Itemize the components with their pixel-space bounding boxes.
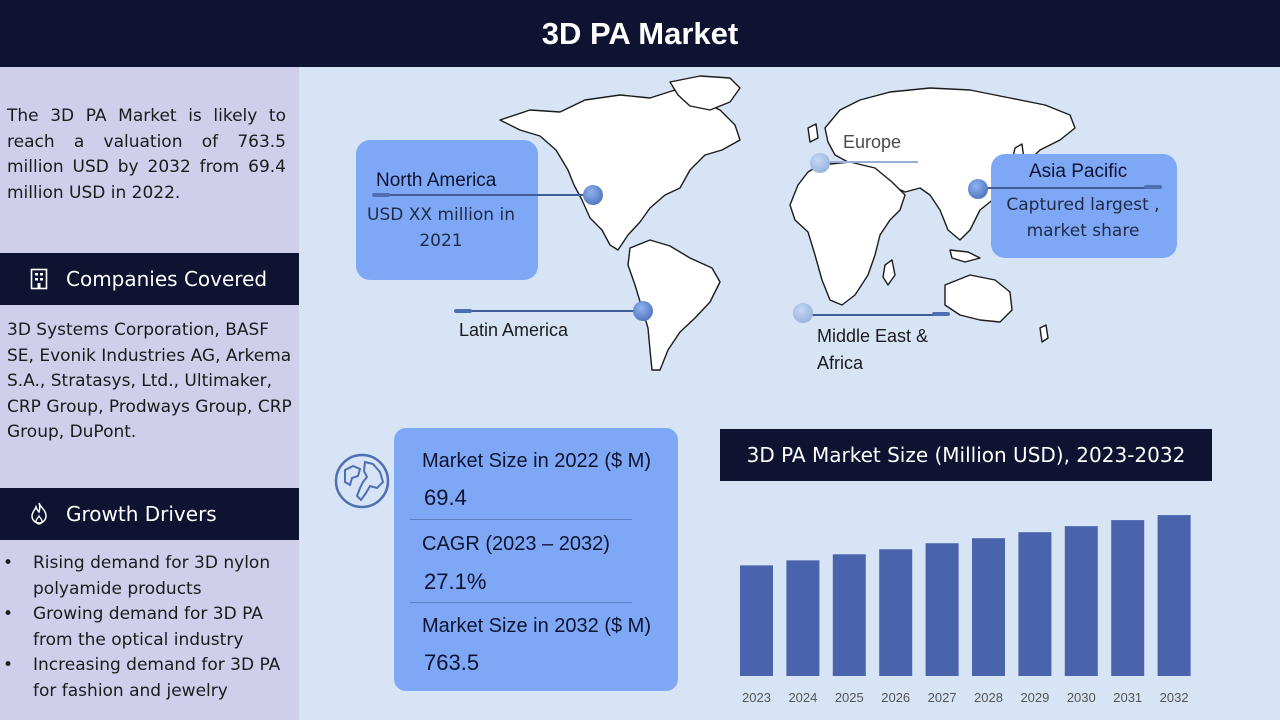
latin-america-marker (633, 301, 653, 321)
companies-header: Companies Covered (0, 253, 299, 305)
north-america-box (356, 140, 538, 280)
connector-line (458, 310, 638, 312)
x-tick-label: 2023 (742, 690, 771, 705)
market-size-2022-value: 69.4 (424, 485, 467, 510)
building-icon (28, 267, 50, 291)
x-tick-label: 2032 (1160, 690, 1189, 705)
x-tick-label: 2027 (928, 690, 957, 705)
bar-2028 (972, 538, 1005, 676)
x-tick-label: 2024 (788, 690, 817, 705)
bar-chart: 2023 2024 2025 2026 2027 2028 2029 2030 2031 2032 (740, 515, 1191, 705)
connector-line (822, 161, 918, 163)
bar-2023 (740, 565, 773, 676)
europe-title: Europe (843, 132, 902, 152)
bar-2024 (786, 560, 820, 676)
x-tick-label: 2030 (1067, 690, 1096, 705)
list-item: Increasing demand for 3D PA for fashion … (0, 653, 299, 704)
connector-line (978, 187, 1158, 189)
market-size-2022-label: Market Size in 2022 ($ M) (422, 450, 651, 472)
europe-marker (810, 153, 830, 173)
drivers-title: Growth Drivers (66, 502, 217, 526)
x-tick-label: 2029 (1020, 690, 1049, 705)
header: 3D PA Market (0, 0, 1280, 67)
bar-2030 (1064, 526, 1098, 676)
world-map (499, 75, 1076, 371)
connector-cap (932, 312, 950, 316)
x-tick-label: 2025 (835, 690, 864, 705)
x-tick-label: 2031 (1113, 690, 1142, 705)
list-item: Rising demand for 3D nylon polyamide pro… (0, 551, 299, 602)
connector-line (376, 194, 590, 196)
page-title: 3D PA Market (541, 15, 739, 51)
divider (410, 519, 632, 520)
asia-pacific-text: Captured largest , market share (1006, 195, 1160, 241)
north-america-marker (583, 185, 603, 205)
cagr-value: 27.1% (424, 569, 487, 594)
bar-2032 (1157, 515, 1191, 676)
companies-list: 3D Systems Corporation, BASF SE, Evonik … (7, 320, 292, 442)
market-size-2032-value: 763.5 (424, 650, 480, 675)
connector-line (804, 314, 948, 316)
connector-cap (1144, 185, 1162, 189)
drivers-list: Rising demand for 3D nylon polyamide pro… (0, 551, 299, 704)
bar-2026 (879, 549, 913, 676)
asia-pacific-box (991, 154, 1177, 258)
bar-2025 (832, 554, 866, 676)
x-tick-label: 2028 (974, 690, 1003, 705)
chart-title: 3D PA Market Size (Million USD), 2023-20… (720, 429, 1212, 481)
north-america-title: North America (376, 170, 497, 191)
globe-icon (334, 453, 390, 509)
connector-cap (372, 193, 390, 197)
connector-cap (454, 309, 472, 313)
bar-2031 (1111, 520, 1145, 676)
list-item: Growing demand for 3D PA from the optica… (0, 602, 299, 653)
companies-title: Companies Covered (66, 267, 268, 291)
market-size-2032-label: Market Size in 2032 ($ M) (422, 615, 651, 637)
intro-text: The 3D PA Market is likely to reach a va… (7, 106, 286, 203)
mea-title: Middle East & Africa (817, 326, 929, 373)
market-stats-card: Market Size in 2022 ($ M) 69.4 CAGR (202… (394, 428, 678, 691)
mea-marker (793, 303, 813, 323)
asia-pacific-marker (968, 179, 988, 199)
latin-america-title: Latin America (459, 320, 569, 340)
bar-2029 (1018, 532, 1052, 676)
cagr-label: CAGR (2023 – 2032) (422, 533, 610, 555)
bar-2027 (925, 543, 959, 676)
x-tick-label: 2026 (881, 690, 910, 705)
sidebar: The 3D PA Market is likely to reach a va… (0, 67, 299, 720)
asia-pacific-title: Asia Pacific (1029, 161, 1128, 182)
flame-icon (28, 502, 50, 526)
divider (410, 602, 632, 603)
drivers-header: Growth Drivers (0, 488, 299, 540)
north-america-text: USD XX million in 2021 (367, 205, 515, 251)
